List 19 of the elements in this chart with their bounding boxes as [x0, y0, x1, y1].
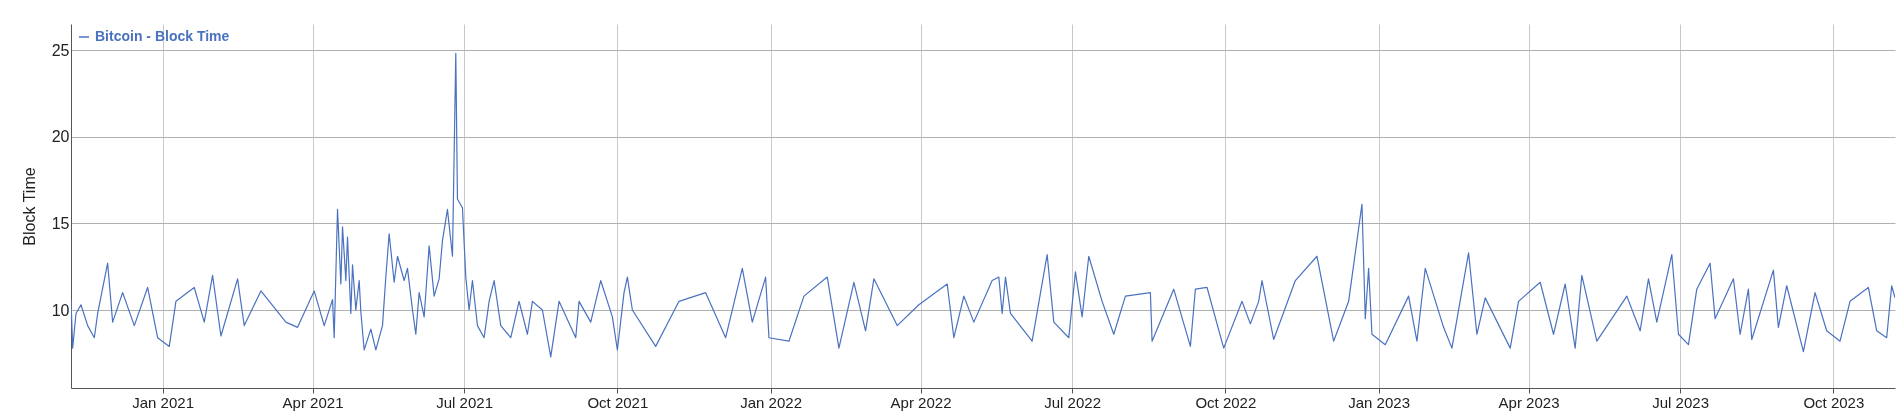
x-tick-label: Oct 2022 [1195, 393, 1257, 411]
y-axis-title: Block Time [20, 167, 38, 246]
x-tick-label: Oct 2023 [1803, 393, 1865, 411]
x-tick-label: Jan 2022 [740, 393, 802, 411]
x-tick-label: Apr 2022 [890, 393, 952, 411]
x-tick-label: Apr 2021 [282, 393, 344, 411]
x-tick-label: Apr 2023 [1498, 393, 1560, 411]
x-tick-label: Jan 2023 [1348, 393, 1410, 411]
y-tick-label: 20 [51, 128, 70, 146]
x-tick-label: Jan 2021 [132, 393, 194, 411]
x-tick-label: Jul 2023 [1652, 393, 1709, 411]
line-series [71, 52, 1895, 358]
y-tick-label: 25 [51, 41, 70, 59]
y-tick-label: 10 [51, 301, 70, 319]
x-tick-label: Jul 2021 [436, 393, 493, 411]
x-tick-label: Jul 2022 [1044, 393, 1101, 411]
x-tick-label: Oct 2021 [587, 393, 649, 411]
legend-label: Bitcoin - Block Time [95, 28, 230, 44]
y-tick-label: 15 [51, 214, 70, 232]
